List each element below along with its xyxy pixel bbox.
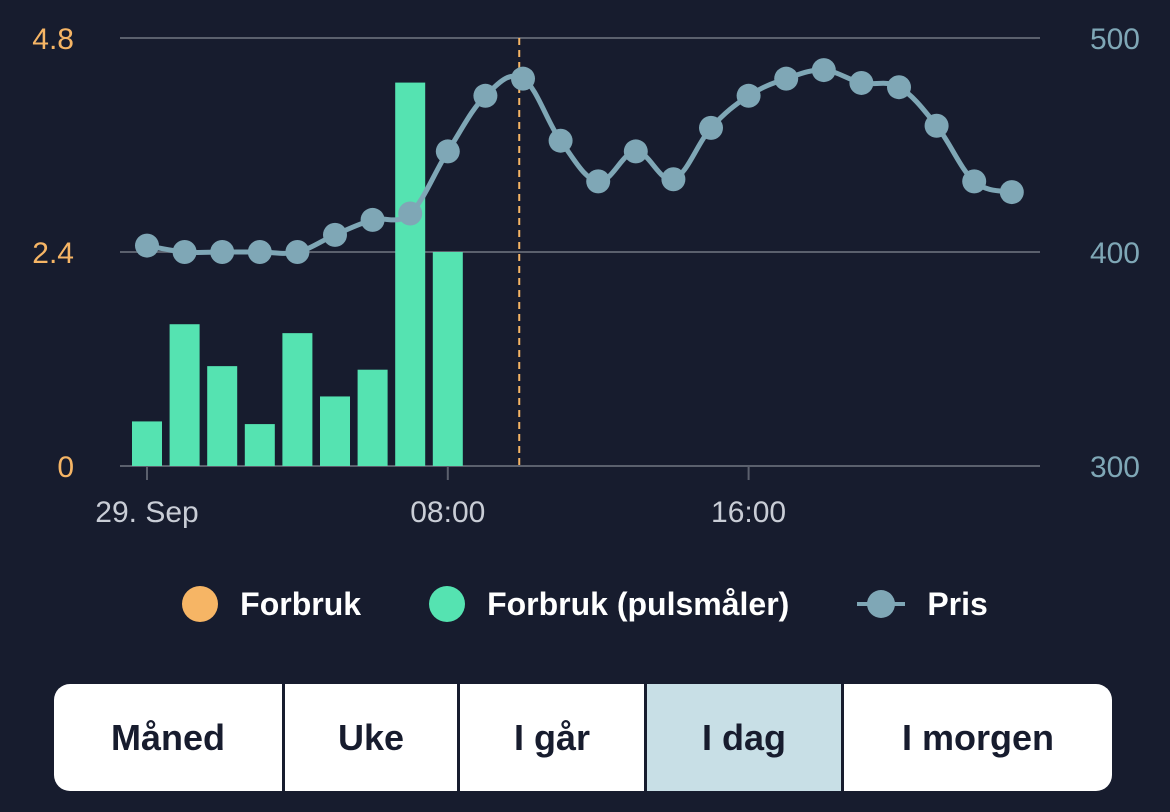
price-line <box>146 67 1013 256</box>
y-left-tick-label: 4.8 <box>32 23 74 56</box>
price-point <box>247 240 272 264</box>
legend-item-forbruk[interactable]: Forbruk <box>182 586 361 623</box>
period-tabs: Måned Uke I går I dag I morgen <box>54 684 1112 791</box>
price-point <box>360 207 385 232</box>
consumption-bar <box>320 396 350 466</box>
price-point <box>473 83 498 108</box>
price-point <box>586 169 611 194</box>
consumption-bar <box>395 82 426 466</box>
legend-label-pris: Pris <box>927 585 988 622</box>
price-point <box>511 66 535 91</box>
y-right-tick-label: 500 <box>1090 23 1140 56</box>
price-point <box>661 167 686 192</box>
legend-label-forbruk: Forbruk <box>240 585 362 622</box>
legend-dot-forbruk <box>182 586 219 622</box>
legend-dot-forbruk-pulsmaler <box>429 586 466 622</box>
price-point <box>999 180 1024 205</box>
y-left-tick-label: 2.4 <box>32 237 74 270</box>
chart-legend: Forbruk Forbruk (pulsmåler) Pris <box>0 578 1170 630</box>
price-point <box>172 240 197 264</box>
consumption-bar <box>357 369 388 466</box>
legend-label-forbruk-pulsmaler: Forbruk (pulsmåler) <box>487 585 790 622</box>
x-tick-label: 29. Sep <box>95 496 198 529</box>
consumption-bar <box>207 366 238 466</box>
price-point <box>398 201 423 226</box>
consumption-price-chart: 0 300 2.4 400 4.8 500 29. Sep 08:00 16:00 <box>32 23 1140 529</box>
consumption-bar <box>282 333 313 466</box>
tab-maned[interactable]: Måned <box>54 684 285 791</box>
price-point <box>887 75 911 100</box>
price-point <box>435 139 460 164</box>
price-point <box>699 115 723 140</box>
price-point <box>849 70 874 95</box>
x-tick-label: 08:00 <box>410 496 485 529</box>
consumption-bar <box>244 424 275 466</box>
price-point <box>210 240 235 264</box>
price-point <box>774 66 799 91</box>
tab-uke[interactable]: Uke <box>285 684 460 791</box>
y-left-tick-label: 0 <box>57 451 74 484</box>
consumption-bar <box>169 324 200 466</box>
tab-i-morgen[interactable]: I morgen <box>901 716 1054 758</box>
legend-item-forbruk-pulsmaler[interactable]: Forbruk (pulsmåler) <box>429 586 789 623</box>
consumption-bar <box>132 421 162 466</box>
price-point <box>736 83 761 108</box>
price-point <box>323 222 347 247</box>
price-point <box>548 128 573 153</box>
price-point <box>811 58 836 83</box>
legend-item-pris[interactable]: Pris <box>857 585 988 623</box>
price-point <box>962 169 987 194</box>
x-tick-label: 16:00 <box>711 496 786 529</box>
tab-i-gar[interactable]: I går <box>460 684 647 791</box>
consumption-bar <box>432 252 463 466</box>
price-point <box>924 113 949 138</box>
y-right-tick-label: 300 <box>1090 451 1140 484</box>
tab-i-dag[interactable]: I dag <box>647 684 844 791</box>
legend-line-pris-icon <box>857 586 906 622</box>
price-point <box>135 233 159 258</box>
price-point <box>623 139 648 164</box>
price-point <box>285 240 310 264</box>
y-right-tick-label: 400 <box>1090 237 1140 270</box>
